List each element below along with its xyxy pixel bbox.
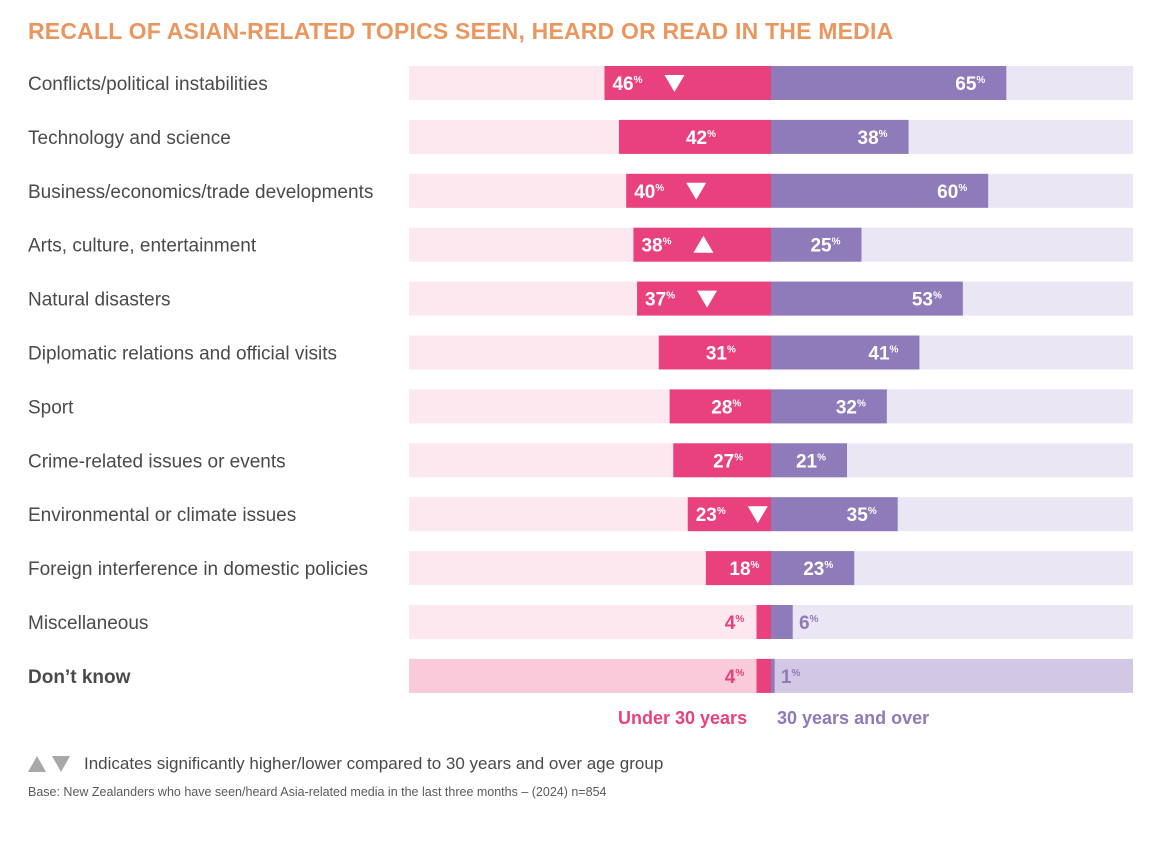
significance-down-icon (697, 290, 718, 308)
under-30-bar (705, 551, 771, 586)
over-track (771, 605, 1133, 639)
over-30-bar (771, 173, 989, 208)
significance-note: Indicates significantly higher/lower com… (28, 754, 663, 774)
significance-arrows-icon (28, 756, 70, 772)
over-30-bar (771, 443, 848, 478)
under-30-bar (658, 335, 771, 370)
over-30-bar (771, 497, 898, 532)
over-30-bar (771, 335, 920, 370)
under-track (409, 658, 771, 693)
category-label: Miscellaneous (28, 613, 148, 634)
diverging-bar-chart: Conflicts/political instabilities 46% 65%T… (28, 66, 1133, 693)
over-track (771, 658, 1133, 693)
under-30-bar (604, 66, 771, 100)
chart-title: RECALL OF ASIAN-RELATED TOPICS SEEN, HEA… (28, 18, 894, 44)
base-note: Base: New Zealanders who have seen/heard… (28, 785, 607, 799)
over-30-bar (771, 119, 909, 154)
category-label: Don’t know (28, 667, 131, 688)
significance-down-icon (664, 75, 685, 92)
over-30-bar (771, 281, 963, 316)
category-label: Diplomatic relations and official visits (28, 344, 337, 365)
over-30-bar (771, 605, 793, 639)
under-track (409, 605, 771, 639)
category-label: Foreign interference in domestic policie… (28, 559, 368, 580)
over-30-bar (771, 658, 775, 693)
over-30-bar (771, 227, 862, 262)
under-30-bar (673, 443, 771, 478)
under-30-bar (756, 605, 771, 639)
over-30-bar (771, 551, 855, 586)
legend-30-and-over: 30 years and over (777, 708, 930, 728)
category-label: Technology and science (28, 128, 231, 149)
under-30-bar (756, 658, 771, 693)
over-30-bar (771, 389, 887, 424)
category-label: Natural disasters (28, 290, 171, 311)
category-label: Business/economics/trade developments (28, 182, 373, 203)
under-30-bar (618, 119, 771, 154)
significance-down-icon (747, 506, 768, 524)
under-30-bar (669, 389, 771, 424)
category-label: Environmental or climate issues (28, 505, 296, 526)
category-label: Crime-related issues or events (28, 451, 286, 472)
over-30-bar (771, 66, 1007, 100)
legend-under-30: Under 30 years (618, 708, 748, 728)
category-label: Conflicts/political instabilities (28, 74, 268, 95)
significance-note-text: Indicates significantly higher/lower com… (84, 754, 664, 773)
category-label: Sport (28, 397, 74, 418)
category-label: Arts, culture, entertainment (28, 236, 257, 257)
significance-down-icon (686, 182, 707, 200)
significance-up-icon (693, 235, 714, 253)
